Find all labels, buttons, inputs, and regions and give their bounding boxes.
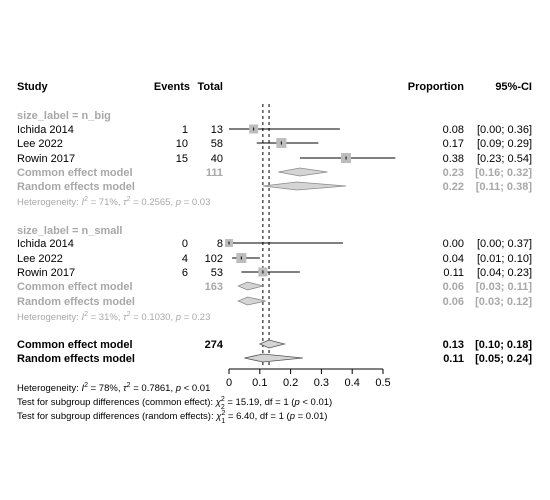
subgroup-heterogeneity: Heterogeneity: I2 = 31%, τ2 = 0.1030, p … — [17, 311, 210, 323]
study-events: 4 — [182, 253, 188, 265]
study-ci: [0.23; 0.54] — [477, 153, 532, 165]
header-events: Events — [154, 81, 190, 93]
overall-common-ci: [0.10; 0.18] — [475, 339, 532, 351]
study-events: 15 — [176, 153, 188, 165]
subgroup-common-estimate: 0.23 — [443, 167, 464, 179]
study-ci: [0.00; 0.36] — [477, 124, 532, 136]
study-events: 10 — [176, 138, 188, 150]
study-ci: [0.01; 0.10] — [477, 253, 532, 265]
overall-random-diamond — [244, 353, 303, 363]
study-ci: [0.04; 0.23] — [477, 267, 532, 279]
study-events: 6 — [182, 267, 188, 279]
study-ci: [0.00; 0.37] — [477, 238, 532, 250]
subgroup-common-label: Common effect model — [17, 167, 133, 179]
x-axis-tick-label: 0.4 — [345, 377, 360, 389]
subgroup-common-ci: [0.16; 0.32] — [475, 167, 532, 179]
study-total: 8 — [217, 238, 223, 250]
study-total: 40 — [211, 153, 223, 165]
study-estimate: 0.38 — [443, 153, 464, 165]
overall-random-label: Random effects model — [17, 353, 135, 365]
group-label-small: size_label = n_small — [17, 225, 122, 237]
study-estimate: 0.11 — [443, 267, 464, 279]
overall-random-estimate: 0.11 — [443, 353, 464, 365]
subgroup-random-diamond — [237, 296, 267, 306]
x-axis-tick-label: 0.2 — [283, 377, 298, 389]
study-name: Ichida 2014 — [17, 124, 74, 136]
study-total: 53 — [211, 267, 223, 279]
study-total: 13 — [211, 124, 223, 136]
study-estimate: 0.08 — [443, 124, 464, 136]
study-name: Lee 2022 — [17, 138, 63, 150]
subgroup-common-ci: [0.03; 0.11] — [476, 281, 533, 293]
subgroup-common-total: 111 — [206, 167, 223, 179]
subgroup-random-ci: [0.03; 0.12] — [475, 296, 532, 308]
study-total: 58 — [211, 138, 223, 150]
header-ci: 95%-CI — [495, 81, 532, 93]
subgroup-heterogeneity: Heterogeneity: I2 = 71%, τ2 = 0.2565, p … — [17, 196, 210, 208]
x-axis-tick-label: 0 — [226, 377, 232, 389]
study-total: 102 — [205, 253, 223, 265]
footer-test-common: Test for subgroup differences (common ef… — [17, 396, 332, 411]
footer-test-random: Test for subgroup differences (random ef… — [17, 410, 327, 425]
subgroup-random-ci: [0.11; 0.38] — [476, 181, 533, 193]
subgroup-common-diamond — [278, 167, 328, 177]
study-name: Rowin 2017 — [17, 267, 75, 279]
subgroup-random-estimate: 0.06 — [443, 296, 464, 308]
subgroup-random-label: Random effects model — [17, 296, 135, 308]
study-estimate: 0.00 — [443, 238, 464, 250]
study-name: Ichida 2014 — [17, 238, 74, 250]
group-label-big: size_label = n_big — [17, 110, 111, 122]
study-events: 0 — [182, 238, 188, 250]
subgroup-common-total: 163 — [205, 281, 223, 293]
subgroup-random-estimate: 0.22 — [443, 181, 464, 193]
subgroup-common-estimate: 0.06 — [443, 281, 464, 293]
plot-marks: 0 0.1 0.2 0.3 0.4 0.5 — [225, 104, 396, 389]
subgroup-random-label: Random effects model — [17, 181, 135, 193]
study-estimate: 0.04 — [443, 253, 464, 265]
x-axis-tick-label: 0.5 — [375, 377, 390, 389]
header-study: Study — [17, 81, 48, 93]
study-estimate: 0.17 — [443, 138, 464, 150]
study-events: 1 — [182, 124, 188, 136]
header-total: Total — [198, 81, 223, 93]
overall-random-ci: [0.05; 0.24] — [475, 353, 532, 365]
overall-common-total: 274 — [205, 339, 224, 351]
study-name: Lee 2022 — [17, 253, 63, 265]
overall-common-label: Common effect model — [17, 339, 133, 351]
study-ci: [0.09; 0.29] — [477, 138, 532, 150]
x-axis-tick-label: 0.3 — [314, 377, 329, 389]
study-name: Rowin 2017 — [17, 153, 75, 165]
subgroup-common-diamond — [237, 281, 265, 291]
subgroup-random-diamond — [262, 181, 347, 191]
footer-heterogeneity: Heterogeneity: I2 = 78%, τ2 = 0.7861, p … — [17, 382, 210, 394]
overall-common-estimate: 0.13 — [443, 339, 464, 351]
subgroup-common-label: Common effect model — [17, 281, 133, 293]
overall-common-diamond — [258, 339, 287, 349]
x-axis-tick-label: 0.1 — [252, 377, 267, 389]
header-proportion: Proportion — [408, 81, 464, 93]
